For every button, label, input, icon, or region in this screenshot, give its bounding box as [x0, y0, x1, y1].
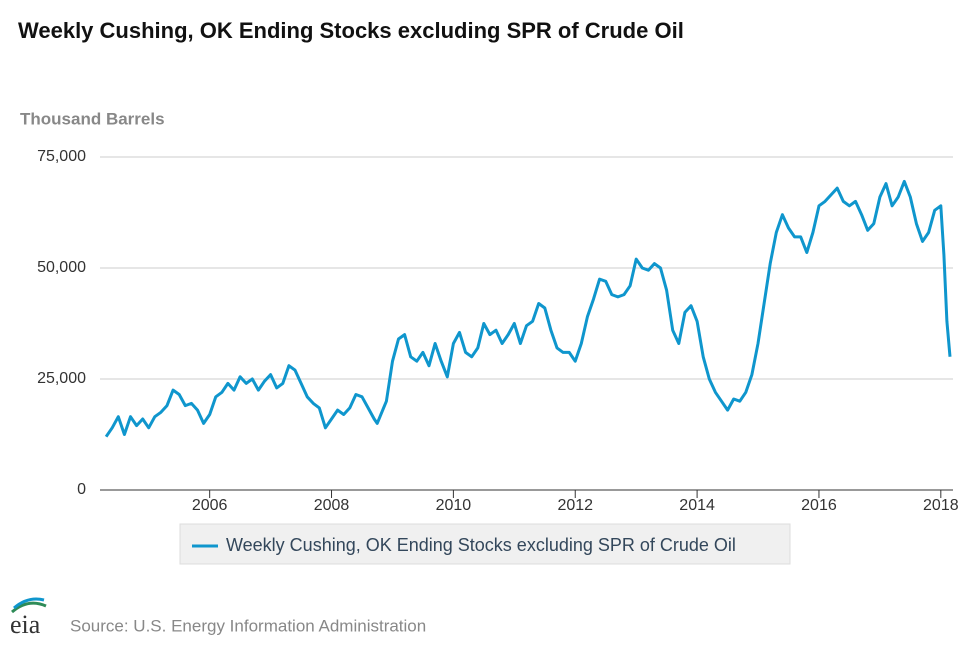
logo: eia: [10, 610, 41, 639]
y-tick-label: 25,000: [37, 370, 86, 387]
x-tick-label: 2016: [801, 497, 837, 514]
x-tick-label: 2012: [557, 497, 593, 514]
x-tick-label: 2018: [923, 497, 959, 514]
source: Source: U.S. Energy Information Administ…: [70, 616, 426, 635]
y-tick-label: 50,000: [37, 259, 86, 276]
logo-swoosh: [13, 597, 45, 610]
legend: [179, 523, 791, 565]
y-tick-label: 0: [77, 481, 86, 498]
y-tick-label: 75,000: [37, 148, 86, 165]
legend-label: Weekly Cushing, OK Ending Stocks excludi…: [226, 535, 736, 555]
x-tick-label: 2014: [679, 497, 715, 514]
line-series: [104, 179, 952, 438]
chart-title: Weekly Cushing, OK Ending Stocks excludi…: [18, 18, 684, 43]
y-axis-label: Thousand Barrels: [20, 109, 165, 128]
x-tick-label: 2008: [314, 497, 350, 514]
logo-swoosh: [11, 601, 47, 614]
x-tick-label: 2006: [192, 497, 228, 514]
x-tick-label: 2010: [436, 497, 472, 514]
